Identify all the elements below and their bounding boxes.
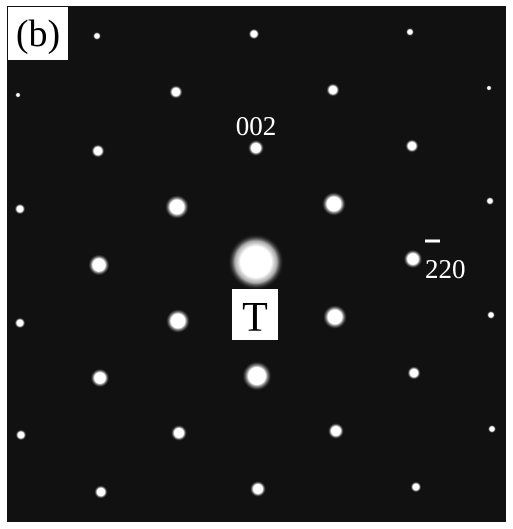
- diffraction-spot: [89, 255, 110, 276]
- diffraction-spot: [487, 311, 495, 319]
- diffraction-spot: [322, 192, 345, 215]
- diffraction-spot: [250, 481, 266, 497]
- diffraction-spot: [91, 369, 109, 387]
- diffraction-spot: [328, 423, 344, 439]
- diffraction-spot: [327, 84, 340, 97]
- diffraction-spot: [404, 250, 422, 268]
- diffraction-spot: [249, 29, 259, 39]
- diffraction-spot: [408, 367, 421, 380]
- spot-label: 002: [236, 111, 277, 141]
- diffraction-spot: [171, 425, 187, 441]
- diffraction-spot: [488, 425, 496, 433]
- diffraction-spot: [248, 140, 264, 156]
- diffraction-pattern: (b) 002 220 T: [0, 0, 513, 529]
- diffraction-spot: [15, 318, 25, 328]
- diffraction-spot: [92, 145, 105, 158]
- phase-label: T: [242, 295, 268, 341]
- diffraction-spot: [93, 32, 101, 40]
- diffraction-spot: [16, 430, 26, 440]
- diffraction-spot: [243, 362, 272, 391]
- diffraction-spot: [166, 309, 189, 332]
- diffraction-spot: [170, 86, 183, 99]
- diffraction-spot: [406, 28, 414, 36]
- diffraction-spot: [15, 204, 25, 214]
- diffraction-spot: [411, 482, 421, 492]
- diffraction-spot: [406, 140, 419, 153]
- spot-label: 220: [425, 254, 466, 284]
- diffraction-spot: [486, 85, 491, 90]
- diffraction-spot: [165, 195, 188, 218]
- central-beam: [228, 234, 284, 290]
- diffraction-spot: [323, 305, 346, 328]
- panel-label: (b): [16, 13, 60, 55]
- diffraction-spot: [15, 92, 20, 97]
- diffraction-spot: [95, 486, 108, 499]
- diffraction-spot: [486, 197, 494, 205]
